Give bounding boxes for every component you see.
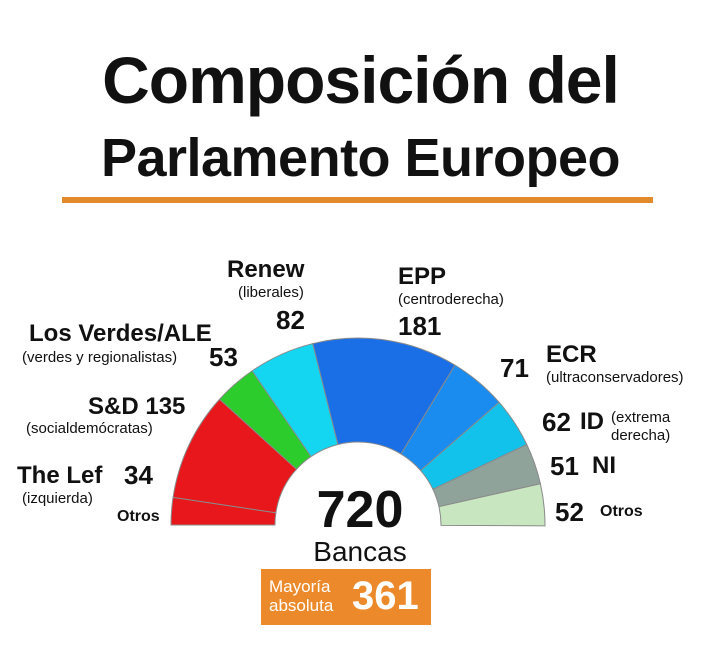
label-renew-name: Renew xyxy=(227,256,305,283)
label-verdes-seats: 53 xyxy=(209,342,238,372)
label-renew-desc: (liberales) xyxy=(238,284,304,301)
label-thelef-desc: (izquierda) xyxy=(22,490,93,507)
label-ecr-desc: (ultraconservadores) xyxy=(546,369,684,386)
seat-segment-otros xyxy=(438,483,546,527)
label-verdes-name: Los Verdes/ALE xyxy=(29,320,212,347)
label-thelef-name: The Lef xyxy=(17,462,103,489)
label-otros-name: Otros xyxy=(600,503,643,520)
label-sd-name: S&D 135 xyxy=(88,393,186,420)
label-epp-desc: (centroderecha) xyxy=(398,291,504,308)
label-ecr-seats: 71 xyxy=(500,353,529,383)
majority-label-line-2: absoluta xyxy=(269,596,334,615)
label-ecr-name: ECR xyxy=(546,341,597,368)
label-otros-left: Otros xyxy=(117,508,160,525)
label-otros-seats: 52 xyxy=(555,497,584,527)
label-sd-desc: (socialdemócratas) xyxy=(26,420,153,437)
label-thelef-seats: 34 xyxy=(124,460,153,490)
label-verdes-desc: (verdes y regionalistas) xyxy=(22,349,178,366)
label-renew-seats: 82 xyxy=(276,305,305,335)
majority-label-line-1: Mayoría xyxy=(269,577,331,596)
label-epp-name: EPP xyxy=(398,263,447,290)
label-id-desc-1: (extrema xyxy=(611,409,671,426)
label-id-desc-2: derecha) xyxy=(611,427,671,444)
title-line-1: Composición del xyxy=(102,43,620,117)
label-id-seats: 62 xyxy=(542,407,571,437)
total-seats: 720 xyxy=(316,481,404,539)
majority-value: 361 xyxy=(352,574,419,618)
label-ni-seats: 51 xyxy=(550,451,579,481)
title-line-2: Parlamento Europeo xyxy=(100,128,621,188)
label-epp-seats: 181 xyxy=(398,311,442,341)
total-seats-unit: Bancas xyxy=(313,536,407,567)
majority-box: Mayoría absoluta 361 xyxy=(261,569,431,625)
label-ni-name: NI xyxy=(592,452,616,479)
label-id-name: ID xyxy=(580,408,604,435)
majority-label: Mayoría absoluta xyxy=(269,577,349,615)
title-underline xyxy=(62,197,653,203)
